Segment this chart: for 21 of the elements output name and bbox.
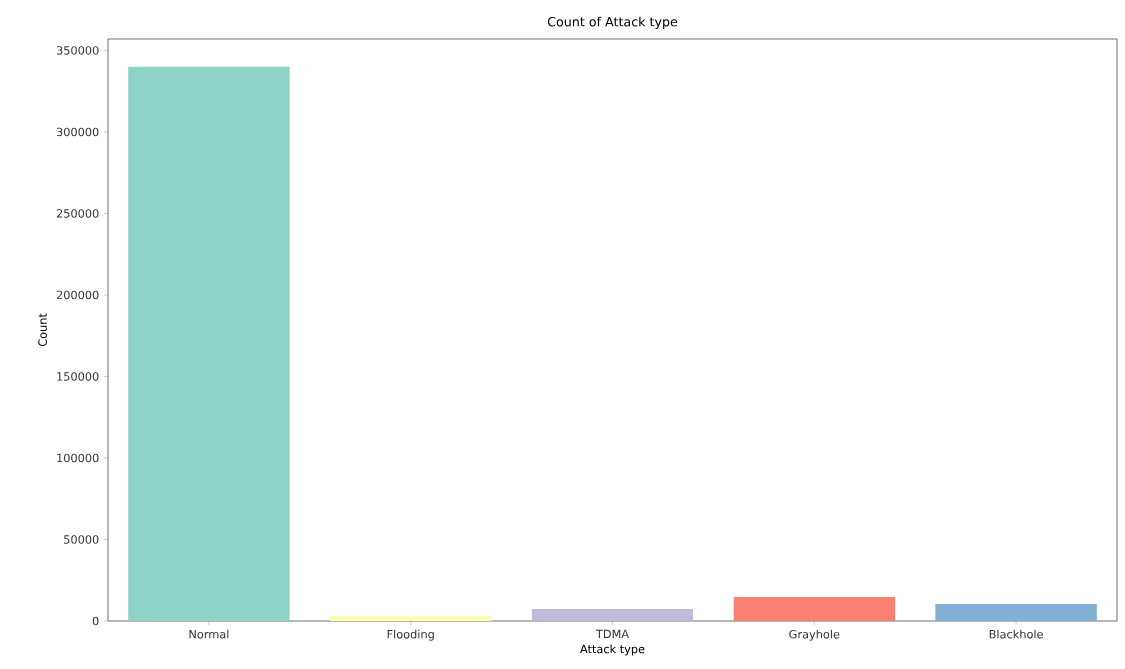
x-axis-title: Attack type: [580, 644, 645, 656]
y-tick-label: 0: [92, 616, 99, 626]
y-axis-title: Count: [38, 313, 47, 347]
y-tick-label: 250000: [56, 209, 99, 218]
y-tick-label: 350000: [56, 46, 99, 55]
y-tick-label: 50000: [64, 535, 99, 544]
y-tick-label: 150000: [57, 372, 99, 381]
x-tick-label: TDMA: [595, 629, 629, 638]
bar: [329, 616, 492, 621]
bar: [531, 608, 694, 621]
y-tick-label: 300000: [56, 127, 99, 137]
y-tick-label: 100000: [57, 453, 99, 463]
x-tick-label: Normal: [189, 629, 229, 639]
x-tick-label: Blackhole: [989, 629, 1043, 639]
y-tick-label: 200000: [56, 290, 99, 300]
bar: [733, 597, 896, 621]
bar: [128, 66, 290, 621]
x-tick-label: Grayhole: [789, 629, 840, 641]
x-tick-label: Flooding: [387, 629, 434, 641]
chart-title: Count of Attack type: [547, 16, 678, 29]
bar: [935, 604, 1097, 621]
